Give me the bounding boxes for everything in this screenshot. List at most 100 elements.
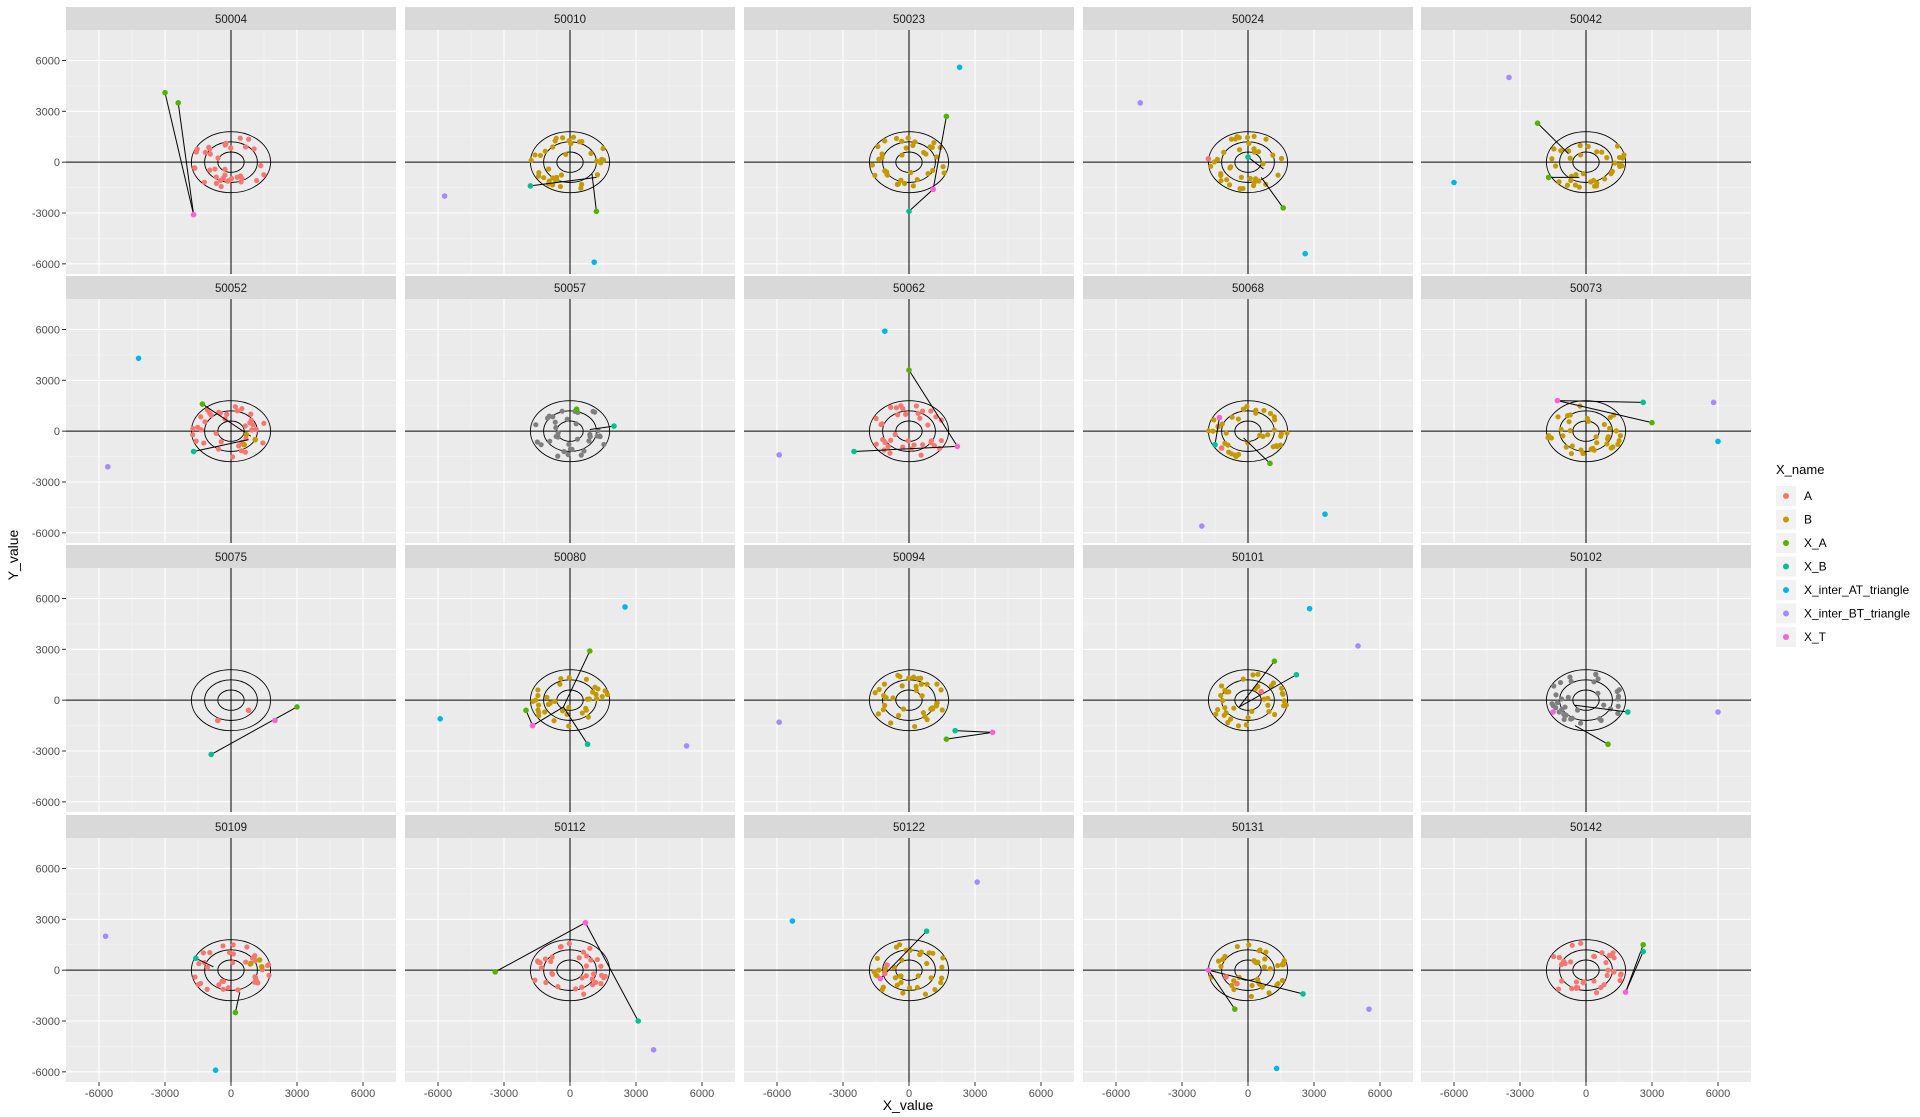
cloud-point (207, 167, 213, 173)
cloud-point (934, 700, 940, 706)
cloud-point (885, 444, 891, 450)
cloud-point (1604, 155, 1610, 161)
cloud-point (872, 690, 878, 696)
cloud-point (1243, 722, 1249, 728)
cloud-point (1211, 159, 1218, 165)
point-x-b (1293, 671, 1300, 678)
point-x-b (1640, 399, 1646, 406)
cloud-point (207, 151, 213, 157)
cloud-point (1278, 685, 1285, 691)
axis-tick-labels: -6000 -3000 0 3000 6000 -6000 -3000 0 3000 6000 -6… (32, 56, 1730, 1101)
cloud-point (1218, 963, 1224, 970)
cloud-point (1565, 412, 1571, 419)
cloud-point (911, 442, 917, 448)
cloud-point (1569, 986, 1575, 992)
point-x-inter-bt-triangle (102, 933, 109, 940)
cloud-point (1265, 702, 1271, 708)
cloud-point (893, 944, 900, 950)
contour-ellipse (529, 400, 611, 463)
cloud-point (238, 448, 245, 454)
point-b (259, 963, 265, 970)
cloud-point (938, 437, 944, 444)
cloud-point (532, 977, 538, 983)
cloud-point (1615, 696, 1621, 702)
cloud-point (1577, 720, 1584, 726)
cloud-point (1567, 674, 1573, 680)
cloud-point (216, 982, 222, 988)
y-axis-title: Y_value (5, 529, 21, 580)
cloud-point (1253, 407, 1259, 413)
cloud-point (906, 675, 912, 681)
x-tick-label: 6000 (1029, 1088, 1053, 1100)
cloud-point (1270, 152, 1276, 158)
cloud-point (928, 408, 934, 414)
facet-strip (744, 7, 1074, 30)
connector-line (164, 92, 195, 215)
cloud-point (213, 174, 219, 180)
cloud-point (1554, 700, 1561, 706)
contour-ellipse (204, 949, 258, 991)
point-x-inter-at-triangle (437, 716, 444, 722)
cloud-point (1599, 149, 1605, 155)
cloud-point (536, 702, 542, 708)
cloud-point (1569, 942, 1575, 948)
cloud-point (875, 143, 881, 150)
cloud-point (1279, 690, 1285, 696)
contour-ellipse (217, 151, 245, 173)
facet-panel: 50023 (744, 7, 1074, 274)
cloud-point (1556, 179, 1562, 185)
cloud-point (600, 145, 606, 152)
point-x-a (1267, 460, 1273, 467)
point-a (215, 717, 221, 724)
cloud-point (549, 970, 555, 976)
cloud-point (566, 675, 572, 681)
cloud-point (230, 959, 236, 966)
cloud-point (593, 979, 599, 986)
point-x-t (272, 717, 278, 724)
cloud-point (1260, 161, 1266, 167)
connector-line (591, 173, 597, 212)
point-x-inter-bt-triangle (1137, 100, 1143, 106)
point-x-a (1640, 941, 1646, 948)
cloud-point (1617, 162, 1623, 168)
point-x-b (584, 741, 591, 748)
cloud-point (1591, 954, 1598, 960)
cloud-point (1610, 968, 1617, 975)
y-tick-label: 3000 (36, 106, 60, 118)
cloud-point (900, 444, 906, 450)
cloud-point (925, 422, 931, 428)
contour-ellipse (882, 410, 936, 452)
cloud-point (1274, 982, 1280, 988)
cloud-point (939, 975, 945, 981)
connector-line (1238, 674, 1297, 708)
cloud-point (555, 434, 561, 440)
point-x-a (1232, 1006, 1238, 1012)
facet-panel: 50004 (66, 7, 396, 274)
connector-line (1208, 969, 1304, 995)
cloud-point (1552, 163, 1559, 169)
facet-panel: 50057 (405, 276, 735, 543)
cloud-point (1556, 709, 1562, 715)
contour-ellipse (1572, 151, 1600, 173)
connector-line (562, 650, 591, 708)
cloud-point (235, 987, 241, 993)
facet-panel: 50010 (405, 7, 735, 274)
facet-panel: 50052 (66, 276, 396, 543)
cloud-point (932, 986, 938, 993)
facet-strip-label: 50122 (893, 822, 925, 834)
cloud-point (938, 979, 944, 986)
cloud-point (1260, 433, 1266, 440)
cloud-point (583, 705, 589, 711)
connector-line (880, 930, 927, 979)
cloud-point (899, 152, 905, 158)
cloud-point (1593, 990, 1600, 996)
y-tick-label: 6000 (36, 56, 60, 68)
point-a (882, 970, 888, 977)
cloud-point (535, 687, 541, 693)
cloud-point (236, 443, 242, 449)
facet-strip (1421, 815, 1751, 838)
cloud-point (266, 962, 272, 968)
facet-strip-label: 50004 (215, 14, 248, 26)
cloud-point (224, 411, 230, 417)
cloud-point (594, 696, 600, 702)
